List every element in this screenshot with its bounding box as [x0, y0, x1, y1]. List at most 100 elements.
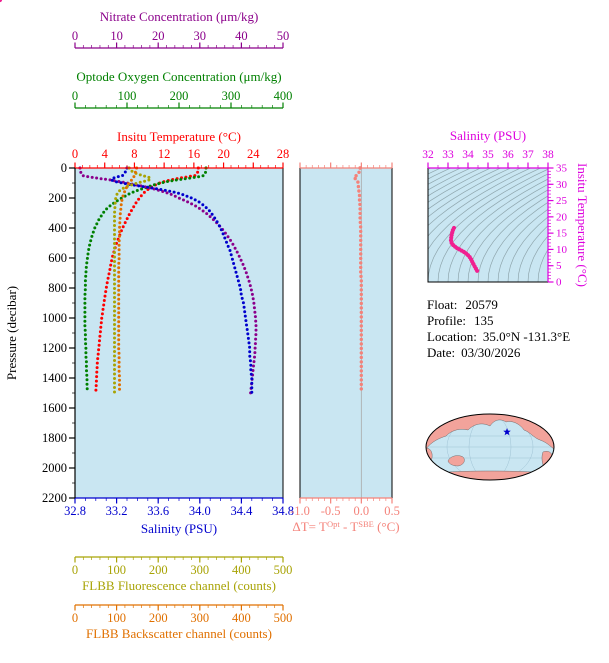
- data-point: [359, 243, 363, 247]
- data-point: [359, 229, 363, 234]
- info-profile-label: Profile:: [427, 313, 466, 328]
- data-point: [238, 283, 242, 287]
- data-point: [150, 186, 154, 190]
- data-point: [359, 247, 363, 252]
- data-point: [189, 196, 193, 200]
- data-point: [84, 265, 88, 269]
- data-point: [83, 337, 87, 341]
- data-point: [246, 336, 250, 340]
- data-point: [359, 238, 363, 243]
- data-point: [146, 185, 150, 189]
- data-point: [143, 179, 147, 183]
- contour-line: [517, 225, 548, 282]
- data-point: [359, 378, 363, 382]
- contour-line: [428, 168, 471, 191]
- data-point: [115, 180, 118, 184]
- data-point: [117, 275, 121, 279]
- ts-temperature-tick-label: 0: [556, 277, 562, 289]
- data-point: [90, 175, 94, 179]
- data-point: [123, 170, 127, 174]
- data-point: [161, 190, 165, 193]
- delta-t-axis-title: ΔT= TOpt - TSBE (°C): [292, 519, 399, 534]
- data-point: [107, 272, 111, 276]
- data-point: [359, 324, 363, 328]
- data-point: [117, 315, 121, 319]
- data-point: [121, 186, 125, 190]
- delta-t-axis-tick-label: -0.5: [321, 504, 341, 518]
- data-point: [194, 204, 198, 208]
- data-point: [89, 239, 93, 243]
- nitrate-axis-tick-label: 10: [110, 29, 123, 43]
- data-point: [117, 239, 121, 243]
- data-point: [204, 170, 207, 174]
- data-point: [83, 292, 87, 296]
- data-point: [85, 256, 89, 260]
- oxygen-axis-tick-label: 100: [118, 89, 137, 103]
- delta-t-label-part: - T: [340, 519, 359, 534]
- data-point: [94, 379, 98, 383]
- data-point: [239, 292, 243, 296]
- data-point: [143, 185, 147, 189]
- data-point: [83, 333, 87, 337]
- data-point: [81, 174, 85, 178]
- data-point: [123, 221, 127, 225]
- pressure-tick-label: 800: [48, 281, 67, 295]
- data-point: [253, 355, 256, 359]
- backscatter-axis-tick-label: 300: [190, 611, 209, 625]
- data-point: [84, 351, 88, 355]
- salinity-axis-tick-label: 32.8: [64, 504, 86, 518]
- data-point: [98, 339, 101, 343]
- data-point: [108, 204, 112, 208]
- data-point: [113, 255, 116, 259]
- data-point: [117, 365, 121, 369]
- data-point: [359, 360, 363, 364]
- data-point: [359, 346, 363, 351]
- data-point: [359, 279, 363, 283]
- data-point: [113, 359, 116, 362]
- data-point: [117, 306, 121, 310]
- info-float-line: Float: 20579: [427, 297, 498, 312]
- data-point: [204, 206, 208, 210]
- data-point: [250, 390, 254, 394]
- data-point: [113, 269, 116, 272]
- data-point: [254, 328, 258, 332]
- data-point: [113, 242, 116, 245]
- data-point: [249, 368, 253, 372]
- data-point: [181, 193, 185, 197]
- data-point: [138, 173, 142, 177]
- ts-temperature-axis-title: Insitu Temperature (°C): [575, 163, 590, 287]
- data-point: [113, 354, 116, 358]
- data-point: [125, 217, 129, 221]
- data-point: [207, 209, 211, 213]
- info-profile-line: Profile: 135: [427, 313, 494, 328]
- data-point: [113, 390, 116, 394]
- data-point: [86, 252, 90, 256]
- fluorescence-axis-tick-label: 400: [232, 563, 251, 577]
- data-point: [95, 366, 99, 370]
- data-point: [182, 198, 185, 202]
- data-point: [358, 216, 362, 220]
- data-point: [117, 369, 121, 373]
- contour-line: [457, 183, 548, 282]
- data-point: [113, 296, 116, 299]
- data-point: [117, 279, 121, 283]
- data-point: [359, 337, 363, 342]
- data-point: [113, 251, 116, 254]
- data-point: [113, 215, 116, 218]
- data-point: [132, 175, 136, 179]
- pressure-tick-label: 1600: [42, 401, 67, 415]
- data-point: [134, 182, 138, 185]
- data-point: [172, 190, 176, 194]
- data-point: [253, 346, 257, 350]
- data-point: [83, 319, 87, 323]
- data-point: [113, 219, 116, 223]
- pressure-tick-label: 200: [48, 191, 67, 205]
- data-point: [133, 170, 137, 174]
- data-point: [357, 198, 362, 202]
- data-point: [193, 198, 197, 202]
- data-point: [358, 211, 362, 216]
- ts-temperature-tick-label: 5: [556, 260, 562, 272]
- ts-temperature-tick-label: 25: [556, 195, 568, 207]
- data-point: [113, 377, 116, 380]
- ts-salinity-axis-tick-label: 37: [522, 149, 534, 161]
